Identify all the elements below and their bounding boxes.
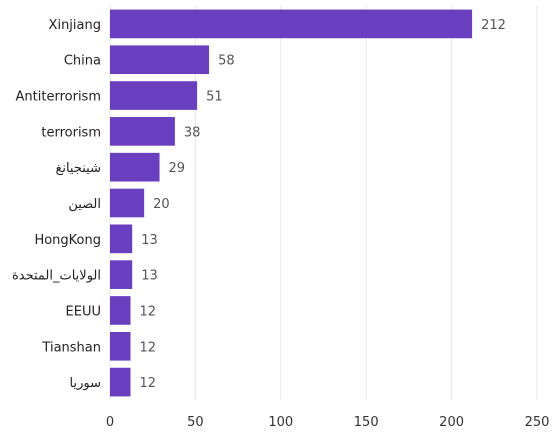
bar-5[interactable] — [110, 188, 145, 218]
category-label: Tianshan — [41, 340, 101, 355]
value-label: 12 — [139, 304, 156, 319]
bar-10[interactable] — [110, 367, 131, 397]
bar-1[interactable] — [110, 45, 210, 75]
value-label: 13 — [141, 233, 158, 248]
value-label: 58 — [218, 54, 235, 69]
x-tick-label: 250 — [525, 415, 550, 430]
value-label: 12 — [139, 340, 156, 355]
value-label: 51 — [206, 90, 223, 105]
value-label: 29 — [169, 161, 186, 176]
category-label: الصين — [68, 197, 101, 212]
category-label: HongKong — [34, 233, 101, 248]
x-tick-label: 150 — [354, 415, 379, 430]
category-label: سوريا — [70, 376, 101, 391]
category-label: EEUU — [66, 304, 101, 319]
category-label: شينجيانغ — [55, 161, 101, 176]
bar-2[interactable] — [110, 81, 198, 110]
bar-4[interactable] — [110, 152, 160, 182]
category-label: الولايات_المتحدة — [12, 269, 101, 284]
category-label: Antiterrorism — [16, 90, 101, 105]
category-label: Xinjiang — [49, 18, 101, 33]
x-tick-label: 0 — [106, 415, 114, 430]
bar-7[interactable] — [110, 260, 133, 289]
x-tick-label: 100 — [268, 415, 293, 430]
x-tick-label: 200 — [439, 415, 464, 430]
value-label: 20 — [153, 197, 170, 212]
value-label: 212 — [481, 18, 506, 33]
bar-8[interactable] — [110, 296, 131, 325]
category-label: terrorism — [41, 125, 101, 140]
bar-6[interactable] — [110, 224, 133, 254]
bar-3[interactable] — [110, 117, 175, 146]
x-tick-label: 50 — [187, 415, 204, 430]
category-labels: Xinjiang China Antiterrorism terrorism شينجي… — [12, 18, 101, 391]
value-labels: 212 58 51 38 29 20 13 13 12 12 12 — [139, 18, 505, 391]
category-label: China — [64, 54, 101, 69]
x-axis-ticks: 0 50 100 150 200 250 — [106, 415, 550, 430]
bars — [110, 9, 473, 397]
value-label: 38 — [184, 125, 201, 140]
value-label: 12 — [139, 376, 156, 391]
bar-0[interactable] — [110, 9, 473, 39]
bar-9[interactable] — [110, 331, 131, 361]
value-label: 13 — [141, 269, 158, 284]
